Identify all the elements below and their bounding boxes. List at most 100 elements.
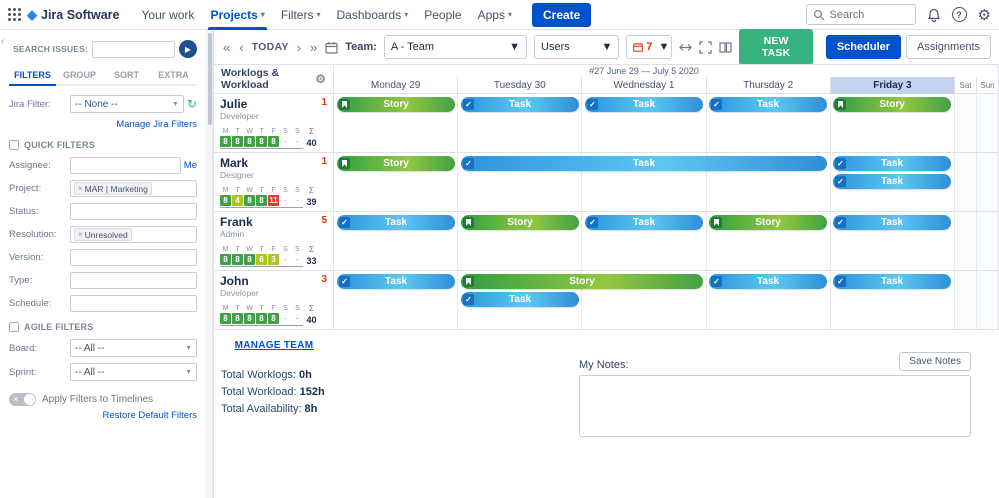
my-notes-label: My Notes: (579, 359, 629, 371)
split-view-icon[interactable] (719, 41, 732, 54)
worklogs-settings-gear-icon[interactable]: ⚙ (315, 72, 326, 86)
users-select[interactable]: Users ▼ (534, 35, 620, 59)
task-bar[interactable]: ✓ Task (337, 274, 455, 289)
story-bar[interactable]: Story (833, 97, 951, 112)
manage-jira-filters-link[interactable]: Manage Jira Filters (116, 119, 197, 130)
mini-day-label: S (283, 246, 288, 253)
story-bar[interactable]: Story (709, 215, 827, 230)
manage-team-link[interactable]: MANAGE TEAM (234, 340, 314, 351)
restore-default-filters-link[interactable]: Restore Default Filters (102, 410, 197, 421)
project-input[interactable]: × MAR | Marketing (70, 180, 197, 197)
task-bar[interactable]: ✓ Task (461, 292, 579, 307)
tab-extra[interactable]: EXTRA (158, 70, 189, 80)
prev-week-fast-icon[interactable]: « (223, 39, 231, 55)
new-task-button[interactable]: NEW TASK (739, 29, 813, 65)
timeline-row: Story ✓ Task ✓ Task ✓ Task Story (334, 94, 999, 152)
search-input[interactable] (829, 8, 910, 21)
assignee-input[interactable] (70, 157, 181, 174)
nav-your-work[interactable]: Your work (141, 7, 195, 22)
workload-hours: 8 (244, 313, 255, 324)
mini-day-label: M (222, 187, 229, 194)
workload-hours: 4 (232, 195, 243, 206)
search-issues-input[interactable] (92, 40, 175, 58)
status-input[interactable] (70, 203, 197, 220)
tab-filters[interactable]: FILTERS (9, 66, 56, 86)
notes-textarea[interactable] (579, 375, 971, 437)
task-bar[interactable]: ✓ Task (585, 97, 703, 112)
board-label: Board: (9, 342, 37, 354)
nav-dashboards[interactable]: Dashboards ▾ (336, 7, 409, 22)
version-input[interactable] (70, 249, 197, 266)
task-bar[interactable]: ✓ Task (709, 97, 827, 112)
assignments-tab-button[interactable]: Assignments (906, 35, 992, 59)
sidebar-scrollbar[interactable] (206, 30, 213, 498)
global-search[interactable] (805, 4, 916, 25)
sprint-select[interactable]: -- All -- ▼ (70, 363, 197, 381)
task-bar[interactable]: ✓ Task (833, 174, 951, 189)
bookmark-glyph (838, 101, 843, 108)
days-count-select[interactable]: 7 ▼ (626, 35, 673, 59)
nav-projects[interactable]: Projects ▾ (202, 0, 272, 30)
next-week-icon[interactable]: › (296, 39, 302, 55)
jira-filter-select[interactable]: -- None -- ▼ (70, 95, 184, 113)
notifications-bell-icon[interactable] (927, 8, 941, 22)
filter-sidebar: ‹ SEARCH ISSUES: ▶ FILTERS GROUP SORT EX… (0, 30, 206, 498)
save-notes-button[interactable]: Save Notes (899, 352, 971, 371)
app-switcher-icon[interactable] (8, 8, 21, 21)
task-bar[interactable]: ✓ Task (461, 97, 579, 112)
team-select[interactable]: A - Team ▼ (383, 35, 528, 59)
task-check-icon: ✓ (711, 99, 722, 110)
quick-filters-checkbox[interactable] (9, 140, 19, 150)
task-bar[interactable]: ✓ Task (709, 274, 827, 289)
agile-filters-checkbox[interactable] (9, 322, 19, 332)
task-bar[interactable]: ✓ Task (461, 156, 827, 171)
nav-apps[interactable]: Apps ▾ (477, 7, 512, 22)
fullscreen-icon[interactable] (699, 40, 713, 54)
story-bar[interactable]: Story (337, 156, 455, 171)
tab-group[interactable]: GROUP (62, 70, 96, 80)
story-bar[interactable]: Story (337, 97, 455, 112)
help-icon[interactable]: ? (951, 7, 967, 22)
resolution-input[interactable]: × Unresolved (70, 226, 197, 243)
task-bar[interactable]: ✓ Task (833, 215, 951, 230)
settings-gear-icon[interactable]: ⚙ (977, 6, 991, 24)
sprint-label: Sprint: (9, 366, 37, 378)
calendar-icon[interactable] (325, 41, 338, 54)
worklogs-panel-title: Worklogs & Workload (221, 67, 280, 91)
scheduler-tab-button[interactable]: Scheduler (825, 35, 902, 59)
story-bar[interactable]: Story (461, 215, 579, 230)
next-week-fast-icon[interactable]: » (310, 39, 318, 55)
chip-remove-icon[interactable]: × (78, 184, 83, 193)
mini-day-label: T (235, 187, 240, 194)
bar-label: Task (880, 217, 904, 228)
type-input[interactable] (70, 272, 197, 289)
collapse-sidebar-icon[interactable]: ‹ (1, 36, 5, 47)
refresh-icon[interactable]: ↻ (186, 97, 197, 111)
task-bar[interactable]: ✓ Task (585, 215, 703, 230)
today-button[interactable]: TODAY (251, 41, 289, 53)
nav-filters[interactable]: Filters ▾ (280, 7, 321, 22)
member-name: Frank (220, 215, 253, 229)
prev-week-icon[interactable]: ‹ (239, 39, 244, 55)
chip-remove-icon[interactable]: × (78, 230, 83, 239)
apply-filters-toggle[interactable]: × (9, 393, 36, 406)
task-bar[interactable]: ✓ Task (833, 156, 951, 171)
day-header-wednesday: Wednesday 1 (581, 77, 705, 94)
schedule-input[interactable] (70, 295, 197, 312)
fit-columns-icon[interactable] (679, 41, 693, 54)
scrollbar-thumb[interactable] (208, 33, 212, 125)
nav-people[interactable]: People (424, 7, 462, 22)
task-bar[interactable]: ✓ Task (337, 215, 455, 230)
schedule-label: Schedule: (9, 298, 52, 309)
tab-sort[interactable]: SORT (113, 70, 139, 80)
bar-label: Task (508, 294, 532, 305)
search-go-button[interactable]: ▶ (179, 40, 197, 58)
story-bar[interactable]: Story (461, 274, 703, 289)
create-button[interactable]: Create (531, 2, 592, 27)
board-select[interactable]: -- All -- ▼ (70, 339, 197, 357)
bar-label: Story (383, 158, 409, 169)
assignee-me-link[interactable]: Me (183, 160, 197, 171)
task-bar[interactable]: ✓ Task (833, 274, 951, 289)
